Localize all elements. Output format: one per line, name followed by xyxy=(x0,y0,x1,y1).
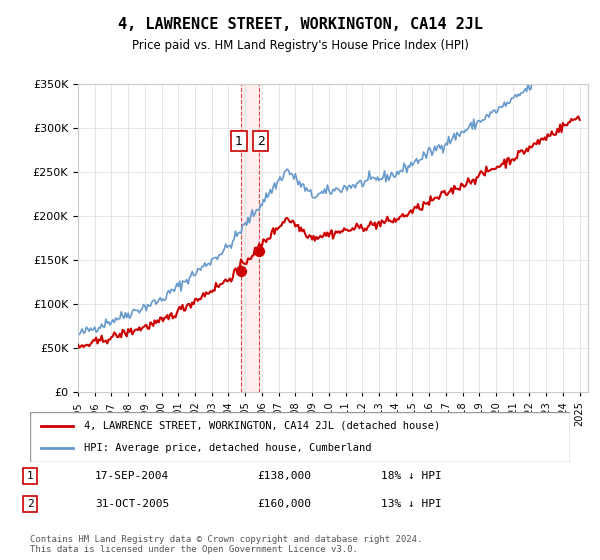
Text: 17-SEP-2004: 17-SEP-2004 xyxy=(95,471,169,481)
Point xyxy=(254,247,264,256)
Text: 2: 2 xyxy=(257,135,265,148)
Text: 13% ↓ HPI: 13% ↓ HPI xyxy=(381,499,442,509)
Text: 31-OCT-2005: 31-OCT-2005 xyxy=(95,499,169,509)
Text: Price paid vs. HM Land Registry's House Price Index (HPI): Price paid vs. HM Land Registry's House … xyxy=(131,39,469,52)
Text: 4, LAWRENCE STREET, WORKINGTON, CA14 2JL (detached house): 4, LAWRENCE STREET, WORKINGTON, CA14 2JL… xyxy=(84,421,440,431)
Text: £138,000: £138,000 xyxy=(257,471,311,481)
FancyBboxPatch shape xyxy=(30,412,570,462)
Point xyxy=(236,266,245,275)
Text: £160,000: £160,000 xyxy=(257,499,311,509)
Text: 1: 1 xyxy=(235,135,243,148)
Text: 1: 1 xyxy=(26,471,34,481)
Text: HPI: Average price, detached house, Cumberland: HPI: Average price, detached house, Cumb… xyxy=(84,443,371,453)
Text: 4, LAWRENCE STREET, WORKINGTON, CA14 2JL: 4, LAWRENCE STREET, WORKINGTON, CA14 2JL xyxy=(118,17,482,32)
Bar xyxy=(241,84,259,392)
Text: 18% ↓ HPI: 18% ↓ HPI xyxy=(381,471,442,481)
Text: 2: 2 xyxy=(26,499,34,509)
Text: Contains HM Land Registry data © Crown copyright and database right 2024.
This d: Contains HM Land Registry data © Crown c… xyxy=(30,535,422,554)
